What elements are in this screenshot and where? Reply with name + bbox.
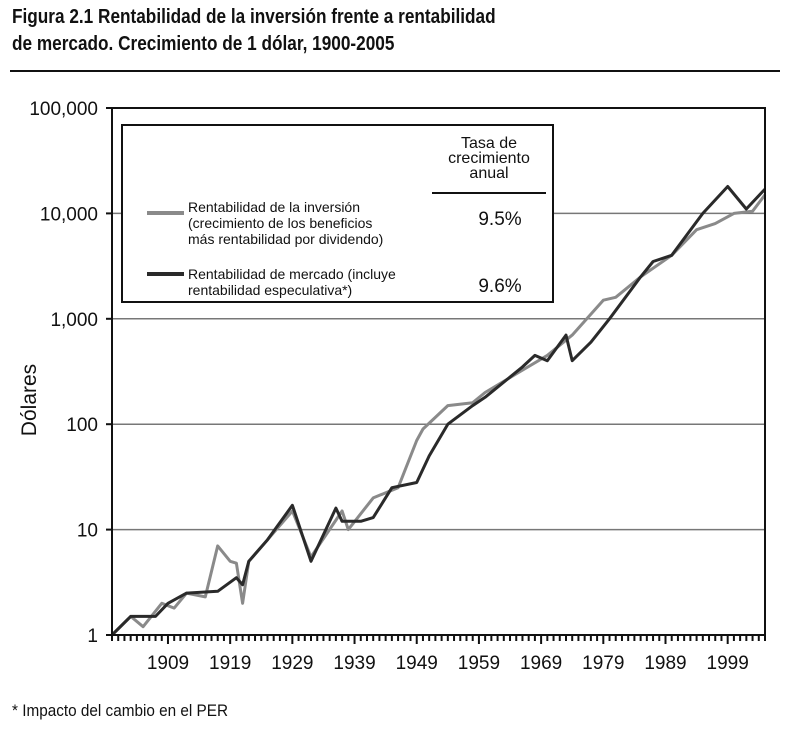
legend-header: crecimiento [448, 150, 530, 167]
x-tick-label: 1989 [644, 653, 686, 674]
legend-header: Tasa de [461, 135, 517, 152]
chart-title: Figura 2.1 Rentabilidad de la inversión … [12, 4, 496, 58]
x-tick-label: 1979 [582, 653, 624, 674]
y-tick-label: 100,000 [29, 99, 98, 120]
y-tick-label: 10,000 [40, 204, 98, 225]
x-tick-label: 1929 [271, 653, 313, 674]
legend-header: anual [469, 165, 508, 182]
y-tick-label: 10 [77, 521, 98, 542]
legend-rate: 9.5% [478, 209, 521, 230]
chart: 1 10 100 1,000 10,000 100,000 1909 1919 1929 1939… [18, 99, 767, 674]
y-tick-label: 1 [87, 626, 98, 647]
footnote: * Impacto del cambio en el PER [12, 701, 229, 720]
x-tick-label: 1969 [520, 653, 562, 674]
x-tick-label: 1959 [458, 653, 500, 674]
title-line-2: de mercado. Crecimiento de 1 dólar, 1900… [12, 33, 395, 55]
series-line-investment [110, 193, 767, 637]
title-line-1: Figura 2.1 Rentabilidad de la inversión … [12, 6, 496, 28]
x-tick-label: 1919 [209, 653, 251, 674]
title-rule [10, 70, 780, 72]
legend-label: Rentabilidad de la inversión [188, 199, 360, 215]
y-tick-label: 100 [66, 415, 98, 436]
x-tick-label: 1999 [707, 653, 749, 674]
x-tick-label: 1909 [147, 653, 189, 674]
y-axis-label: Dólares [18, 364, 41, 436]
x-tick-label: 1939 [333, 653, 375, 674]
legend-label: rentabilidad especulativa*) [188, 282, 352, 298]
plot-frame [111, 107, 766, 636]
x-tick-label: 1949 [396, 653, 438, 674]
legend-label: Rentabilidad de mercado (incluye [188, 266, 396, 282]
legend-label: más rentabilidad por dividendo) [188, 231, 383, 247]
y-tick-label: 1,000 [50, 310, 98, 331]
legend-label: (crecimiento de los beneficios [188, 215, 372, 231]
series-line-market [110, 185, 767, 637]
legend-rate: 9.6% [478, 276, 521, 297]
